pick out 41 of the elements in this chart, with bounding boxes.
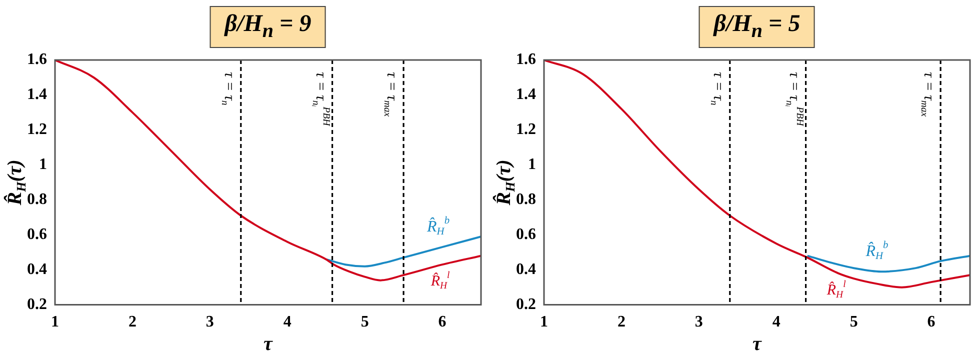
ref-line-label: τ = τn [218, 72, 237, 106]
x-tick-label: 1 [51, 314, 59, 331]
line-series [325, 236, 481, 268]
y-tick-label: 0.6 [27, 226, 47, 243]
x-tick-label: 4 [772, 314, 780, 331]
x-tick-label: 2 [617, 314, 626, 331]
chart-title: β/H$_{n}$ = 5 [698, 6, 816, 48]
x-tick-label: 6 [927, 314, 936, 331]
y-tick-label: 0.8 [27, 191, 47, 208]
ref-line-label: τ = τnᵢPBH [310, 72, 332, 127]
x-tick-label: 5 [850, 314, 858, 331]
y-tick-label: 0.6 [516, 226, 536, 243]
y-tick-label: 0.4 [516, 260, 536, 278]
y-tick-label: 0.2 [516, 296, 536, 313]
x-tick-label: 2 [128, 314, 136, 331]
x-axis-title: τ [752, 333, 763, 356]
chart-title: β/H$_{n}$ = 9 [210, 6, 326, 48]
y-tick-label: 1.6 [27, 51, 47, 68]
x-tick-label: 5 [360, 314, 369, 331]
y-tick-label: 1.6 [516, 51, 536, 68]
y-tick-label: 0.2 [27, 296, 47, 313]
y-tick-label: 1 [528, 156, 536, 174]
y-tick-label: 0.4 [27, 260, 47, 278]
x-tick-label: 3 [694, 314, 703, 331]
y-axis-title: R̂H(τ) [492, 160, 518, 206]
x-tick-label: 1 [540, 314, 548, 331]
y-tick-label: 0.8 [516, 191, 536, 208]
y-tick-label: 1.4 [516, 86, 536, 104]
x-tick-label: 4 [283, 314, 292, 331]
y-tick-label: 1 [39, 156, 47, 174]
x-tick-label: 6 [438, 314, 446, 331]
x-tick-label: 3 [206, 314, 214, 331]
y-tick-label: 1.2 [27, 121, 47, 138]
ref-line-label: τ = τnᵢPBH [784, 72, 806, 127]
y-tick-label: 1.4 [27, 86, 47, 104]
x-axis-title: τ [264, 333, 274, 356]
y-tick-label: 1.2 [516, 121, 536, 138]
ref-line-label: τ = τmax [381, 72, 400, 118]
y-axis-title: R̂H(τ) [2, 160, 28, 206]
ref-line-label: τ = τn [708, 72, 726, 106]
ref-line-label: τ = τmax [918, 72, 937, 118]
